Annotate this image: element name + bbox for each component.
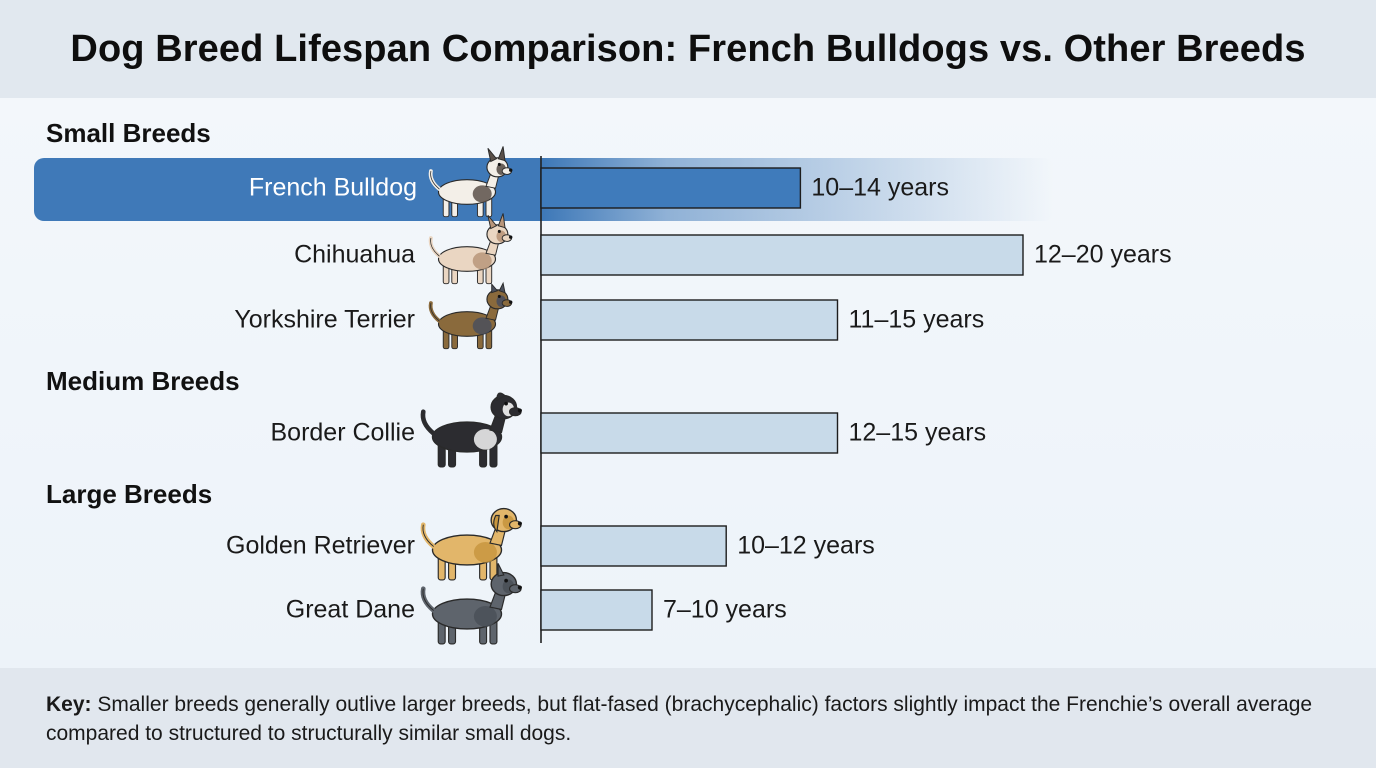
value-label-border-collie: 12–15 years <box>849 419 987 447</box>
french-bulldog-icon <box>428 146 513 218</box>
breed-label-great-dane: Great Dane <box>286 596 415 624</box>
chart-area: Small Breeds Medium Breeds Large Breeds Fre… <box>0 98 1376 668</box>
key-text: Smaller breeds generally outlive larger … <box>46 693 1313 745</box>
group-header-medium-breeds: Medium Breeds <box>46 366 240 396</box>
chart-svg: Small Breeds Medium Breeds Large Breeds Fre… <box>34 118 1172 645</box>
bar-chihuahua <box>540 234 1024 276</box>
great-dane-icon <box>420 563 522 645</box>
bar-great-dane <box>540 589 653 631</box>
group-header-large-breeds: Large Breeds <box>46 479 212 509</box>
bar-golden-retriever <box>540 525 727 567</box>
value-label-chihuahua: 12–20 years <box>1034 241 1172 269</box>
footer-key: Key: Smaller breeds generally outlive la… <box>0 668 1376 768</box>
value-label-yorkshire-terrier: 11–15 years <box>849 306 985 334</box>
group-header-small-breeds: Small Breeds <box>46 118 211 148</box>
border-collie-icon <box>420 392 522 468</box>
breed-label-french-bulldog: French Bulldog <box>249 174 417 202</box>
breed-label-chihuahua: Chihuahua <box>294 241 415 269</box>
chihuahua-icon <box>428 213 513 285</box>
yorkshire-terrier-icon <box>428 281 513 350</box>
bar-french-bulldog <box>540 167 802 209</box>
key-label: Key: <box>46 693 92 716</box>
bar-border-collie <box>540 412 839 454</box>
value-label-golden-retriever: 10–12 years <box>737 532 875 560</box>
value-label-great-dane: 7–10 years <box>663 596 787 624</box>
bar-yorkshire-terrier <box>540 299 839 341</box>
chart-title: Dog Breed Lifespan Comparison: French Bu… <box>70 27 1306 70</box>
breed-label-yorkshire-terrier: Yorkshire Terrier <box>234 306 415 334</box>
breed-label-golden-retriever: Golden Retriever <box>226 532 415 560</box>
breed-label-border-collie: Border Collie <box>270 419 415 447</box>
value-label-french-bulldog: 10–14 years <box>811 174 949 202</box>
title-bar: Dog Breed Lifespan Comparison: French Bu… <box>0 0 1376 98</box>
golden-retriever-icon <box>420 507 522 581</box>
